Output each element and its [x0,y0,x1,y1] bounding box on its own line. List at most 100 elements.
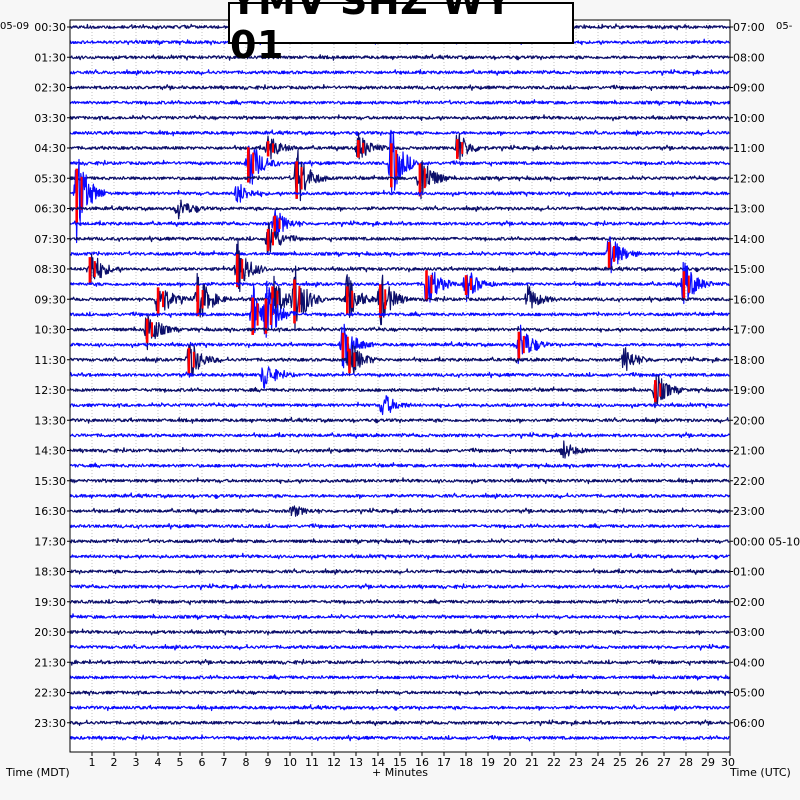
clip-marker [264,298,268,334]
clip-marker [187,347,191,375]
trace-row-19 [69,280,730,338]
x-tick-label: 14 [371,756,385,769]
left-tick-label: 13:30 [34,414,66,427]
x-tick-label: 10 [283,756,297,769]
trace-row-29 [69,462,730,469]
right-tick-label: 18:00 [733,354,765,367]
x-tick-label: 13 [349,756,363,769]
clip-marker [456,139,459,159]
trace-row-5 [69,99,730,106]
x-tick-label: 30 [721,756,735,769]
trace-row-8 [69,132,730,161]
clip-marker [236,254,239,288]
clip-marker [346,286,349,315]
clip-marker [156,287,160,314]
clip-marker [145,318,149,343]
clip-marker [88,257,92,284]
clip-marker [425,270,428,302]
right-tick-label: 20:00 [733,414,765,427]
clip-marker [423,168,426,189]
right-tick-label: 21:00 [733,445,765,458]
clip-marker [273,215,276,234]
x-tick-label: 6 [199,756,206,769]
left-tick-label: 20:30 [34,626,66,639]
trace-row-11 [69,158,730,244]
trace-row-41 [69,643,730,651]
trace-row-31 [69,492,730,500]
clip-marker [93,261,96,277]
right-tick-label: 19:00 [733,384,765,397]
clip-marker [348,348,351,374]
left-tick-label: 12:30 [34,384,66,397]
x-tick-label: 12 [327,756,341,769]
clip-marker [418,163,422,197]
clip-marker [464,275,468,296]
clip-marker [687,275,690,293]
left-date-label: 05-09 [0,21,30,32]
clip-marker [517,331,521,361]
right-tick-label: 12:00 [733,172,765,185]
right-tick-label: 22:00 [733,475,765,488]
x-tick-label: 19 [481,756,495,769]
trace-row-14 [69,222,730,256]
x-tick-label: 29 [701,756,715,769]
clip-marker [682,271,686,300]
x-tick-label: 21 [525,756,539,769]
trace-row-34 [69,537,730,545]
right-tick-label: 16:00 [733,293,765,306]
left-tick-label: 05:30 [34,172,66,185]
clip-marker [461,142,464,154]
trace-row-33 [69,523,730,530]
clip-marker [256,303,259,326]
left-tick-label: 06:30 [34,203,66,216]
clip-marker [390,143,393,188]
right-tick-label: 13:00 [733,203,765,216]
clip-marker [295,161,298,199]
x-tick-label: 20 [503,756,517,769]
clip-marker [379,284,382,318]
clip-marker [341,332,345,360]
clip-marker [522,336,525,354]
x-tick-label: 18 [459,756,473,769]
chart-title: YMV SHZ WY 01 [228,0,574,67]
trace-row-44 [69,689,730,696]
left-tick-label: 16:30 [34,505,66,518]
trace-row-18 [69,265,730,332]
clip-marker [247,147,250,183]
clip-marker [384,289,387,310]
x-tick-label: 28 [679,756,693,769]
trace-row-25 [69,395,730,416]
trace-row-9 [69,129,730,193]
left-tick-label: 22:30 [34,687,66,700]
clip-marker [293,279,296,324]
trace-row-36 [69,568,730,575]
clip-marker [430,274,433,294]
clip-marker [278,218,281,229]
clip-marker [470,278,472,291]
trace-row-24 [69,375,730,409]
clip-marker [362,142,365,154]
left-tick-label: 23:30 [34,717,66,730]
trace-row-20 [69,314,730,351]
clip-marker [271,286,274,315]
x-tick-label: 26 [635,756,649,769]
trace-row-22 [69,344,730,377]
x-tick-label: 24 [591,756,605,769]
right-tick-label: 14:00 [733,233,765,246]
trace-row-42 [70,658,730,666]
right-tick-label: 15:00 [733,263,765,276]
clip-marker [300,167,303,190]
trace-row-15 [69,236,730,274]
x-tick-label: 17 [437,756,451,769]
x-tick-label: 11 [305,756,319,769]
x-tick-label: 3 [133,756,140,769]
x-tick-label: 5 [177,756,184,769]
clip-marker [80,176,83,210]
trace-row-43 [69,673,730,681]
trace-row-16 [69,240,730,293]
clip-marker [75,168,78,224]
x-tick-label: 23 [569,756,583,769]
right-tick-label: 03:00 [733,626,765,639]
right-tick-label: 11:00 [733,142,765,155]
